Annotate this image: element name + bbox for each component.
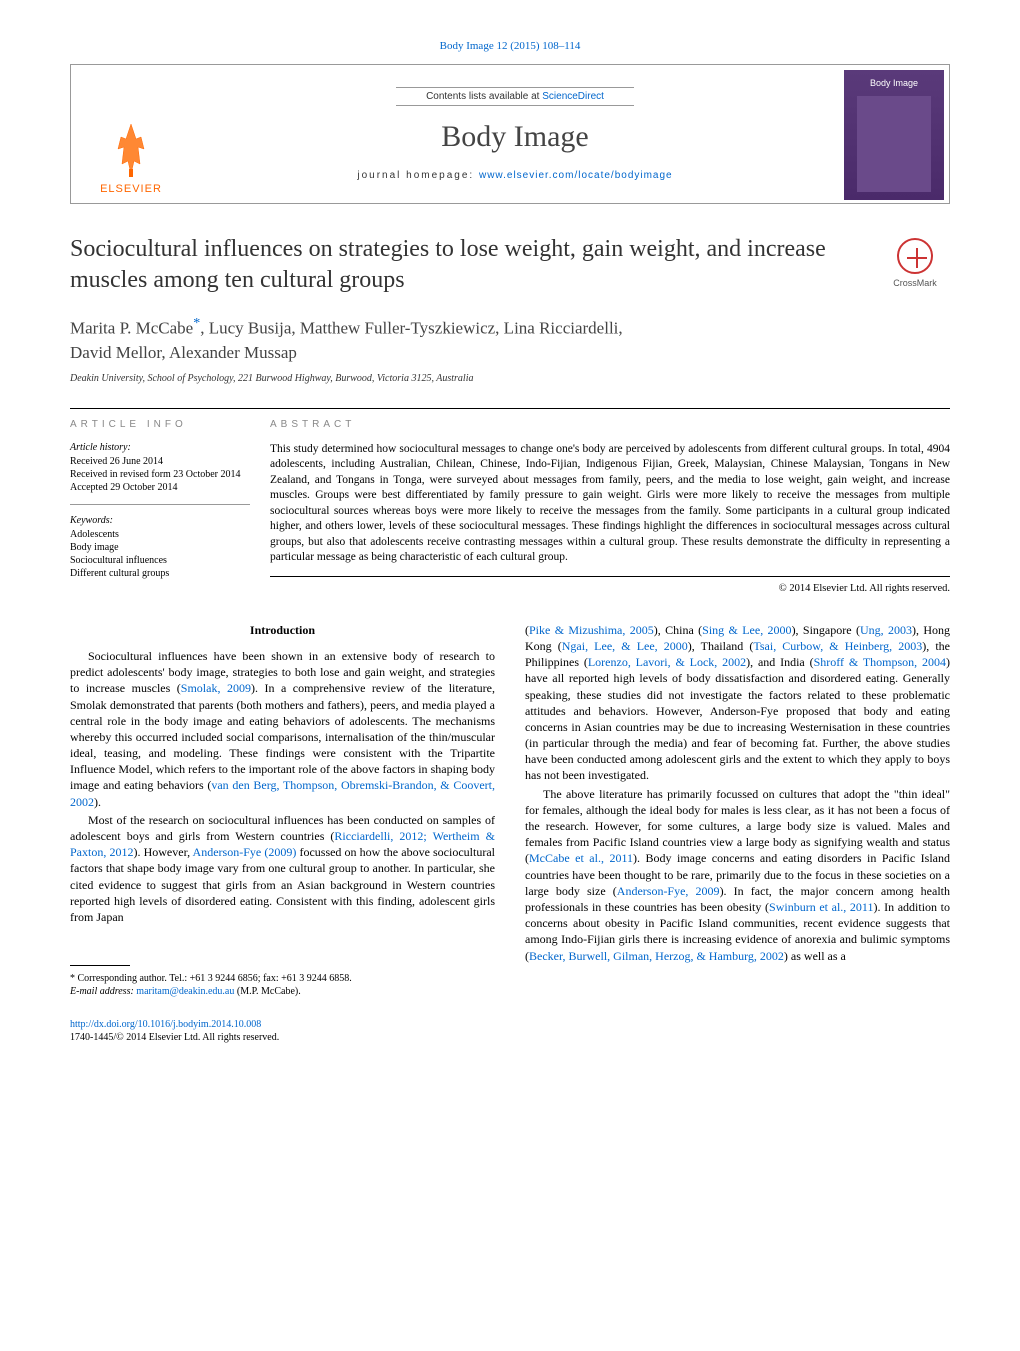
affiliation: Deakin University, School of Psychology,…	[70, 373, 950, 384]
citation-link[interactable]: Pike & Mizushima, 2005	[529, 623, 654, 637]
citation-link[interactable]: Anderson-Fye, 2009	[617, 884, 720, 898]
elsevier-logo[interactable]: ELSEVIER	[71, 65, 191, 203]
citation-link[interactable]: McCabe et al., 2011	[529, 851, 633, 865]
journal-name: Body Image	[441, 120, 588, 154]
footnote-separator	[70, 965, 130, 966]
doi-link[interactable]: http://dx.doi.org/10.1016/j.bodyim.2014.…	[70, 1019, 261, 1030]
paragraph: Most of the research on sociocultural in…	[70, 812, 495, 925]
keyword: Sociocultural influences	[70, 554, 250, 567]
text: ) as well as a	[784, 949, 846, 963]
history-received: Received 26 June 2014	[70, 455, 250, 468]
history-block: Article history: Received 26 June 2014 R…	[70, 442, 250, 505]
corresponding-footnote: * Corresponding author. Tel.: +61 3 9244…	[70, 972, 495, 985]
title-row: Sociocultural influences on strategies t…	[70, 234, 950, 296]
abstract-heading: ABSTRACT	[270, 419, 950, 430]
body-columns: Introduction Sociocultural influences ha…	[70, 622, 950, 1044]
elsevier-label: ELSEVIER	[100, 183, 162, 195]
cover-thumb-image	[857, 96, 931, 192]
keyword: Body image	[70, 541, 250, 554]
doi-block: http://dx.doi.org/10.1016/j.bodyim.2014.…	[70, 1018, 495, 1044]
article-info-heading: ARTICLE INFO	[70, 419, 250, 430]
citation-link[interactable]: Swinburn et al., 2011	[769, 900, 873, 914]
contents-line: Contents lists available at ScienceDirec…	[396, 87, 634, 106]
homepage-link[interactable]: www.elsevier.com/locate/bodyimage	[479, 170, 673, 181]
citation-link[interactable]: Becker, Burwell, Gilman, Herzog, & Hambu…	[529, 949, 784, 963]
page: Body Image 12 (2015) 108–114 ELSEVIER Co…	[0, 0, 1020, 1084]
journal-ref-link[interactable]: Body Image 12 (2015) 108–114	[440, 40, 581, 52]
column-right: (Pike & Mizushima, 2005), China (Sing & …	[525, 622, 950, 1044]
paragraph: Sociocultural influences have been shown…	[70, 648, 495, 810]
abstract-copyright: © 2014 Elsevier Ltd. All rights reserved…	[270, 583, 950, 594]
text: ) have all reported high levels of body …	[525, 655, 950, 782]
text: (M.P. McCabe).	[234, 986, 300, 997]
keyword: Different cultural groups	[70, 567, 250, 580]
corresponding-mark: *	[193, 316, 200, 331]
homepage-prefix: journal homepage:	[357, 170, 479, 181]
text: ), Singapore (	[792, 623, 860, 637]
citation-link[interactable]: Ngai, Lee, & Lee, 2000	[562, 639, 688, 653]
text: ), and India (	[746, 655, 813, 669]
citation-link[interactable]: Tsai, Curbow, & Heinberg, 2003	[753, 639, 922, 653]
crossmark-badge[interactable]: CrossMark	[880, 238, 950, 288]
history-label: Article history:	[70, 442, 250, 453]
citation-link[interactable]: Smolak, 2009	[181, 681, 251, 695]
crossmark-icon	[897, 238, 933, 274]
issn-copyright: 1740-1445/© 2014 Elsevier Ltd. All right…	[70, 1032, 279, 1043]
citation-link[interactable]: Lorenzo, Lavori, & Lock, 2002	[588, 655, 746, 669]
citation-link[interactable]: Ung, 2003	[860, 623, 912, 637]
text: ), Thailand (	[688, 639, 754, 653]
crossmark-label: CrossMark	[893, 278, 937, 288]
authors: Marita P. McCabe*, Lucy Busija, Matthew …	[70, 314, 950, 364]
introduction-heading: Introduction	[70, 622, 495, 638]
citation-link[interactable]: Sing & Lee, 2000	[702, 623, 791, 637]
citation-link[interactable]: Shroff & Thompson, 2004	[814, 655, 946, 669]
history-revised: Received in revised form 23 October 2014	[70, 468, 250, 481]
header-center: Contents lists available at ScienceDirec…	[191, 65, 839, 203]
column-left: Introduction Sociocultural influences ha…	[70, 622, 495, 1044]
email-label: E-mail address:	[70, 986, 136, 997]
paragraph: The above literature has primarily focus…	[525, 786, 950, 964]
journal-reference: Body Image 12 (2015) 108–114	[70, 40, 950, 52]
text: ), China (	[654, 623, 702, 637]
text: ).	[94, 795, 101, 809]
citation-link[interactable]: Anderson-Fye (2009)	[193, 845, 297, 859]
paragraph: (Pike & Mizushima, 2005), China (Sing & …	[525, 622, 950, 784]
abstract-block: ABSTRACT This study determined how socio…	[270, 409, 950, 594]
journal-header-box: ELSEVIER Contents lists available at Sci…	[70, 64, 950, 204]
keyword: Adolescents	[70, 528, 250, 541]
keywords-label: Keywords:	[70, 515, 250, 526]
article-info: ARTICLE INFO Article history: Received 2…	[70, 408, 270, 594]
email-footnote: E-mail address: maritam@deakin.edu.au (M…	[70, 985, 495, 998]
history-accepted: Accepted 29 October 2014	[70, 481, 250, 494]
journal-cover-thumb[interactable]: Body Image	[844, 70, 944, 200]
article-title: Sociocultural influences on strategies t…	[70, 234, 860, 296]
text: ). However,	[133, 845, 192, 859]
abstract-text: This study determined how sociocultural …	[270, 442, 950, 577]
cover-thumb-title: Body Image	[870, 78, 918, 88]
sciencedirect-link[interactable]: ScienceDirect	[542, 91, 604, 102]
author-email-link[interactable]: maritam@deakin.edu.au	[136, 986, 234, 997]
contents-prefix: Contents lists available at	[426, 91, 542, 102]
info-abstract-row: ARTICLE INFO Article history: Received 2…	[70, 408, 950, 594]
journal-homepage-line: journal homepage: www.elsevier.com/locat…	[357, 170, 672, 181]
text: ). In a comprehensive review of the lite…	[70, 681, 495, 792]
elsevier-tree-icon	[106, 119, 156, 179]
